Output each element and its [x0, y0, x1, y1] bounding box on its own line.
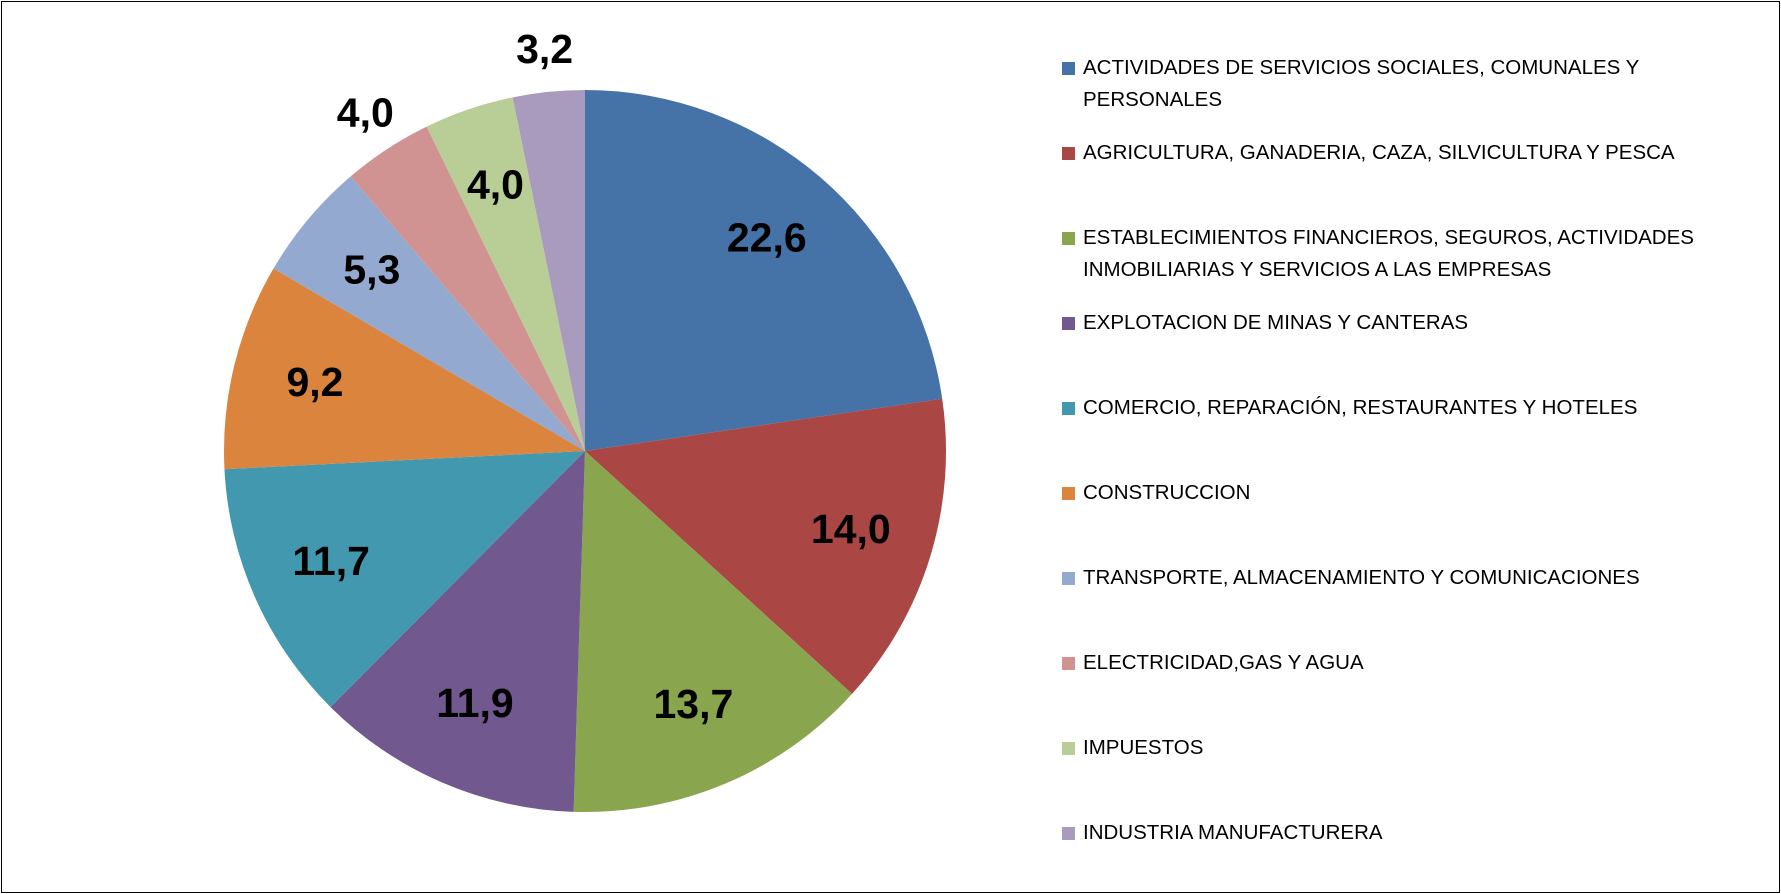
legend-label: COMERCIO, REPARACIÓN, RESTAURANTES Y HOT… [1083, 396, 1638, 419]
legend-label: EXPLOTACION DE MINAS Y CANTERAS [1083, 311, 1469, 334]
legend-label: CONSTRUCCION [1083, 481, 1251, 504]
legend-swatch [1062, 657, 1075, 670]
pie-slice [273, 176, 585, 452]
legend-swatch [1062, 827, 1075, 840]
legend-label: ELECTRICIDAD,GAS Y AGUA [1083, 651, 1364, 674]
data-label: 11,7 [292, 538, 370, 584]
pie-slice [330, 451, 585, 812]
legend-entry: EXPLOTACION DE MINAS Y CANTERAS [1062, 307, 1732, 339]
legend-entry: ESTABLECIMIENTOS FINANCIEROS, SEGUROS, A… [1062, 222, 1732, 286]
legend-label: AGRICULTURA, GANADERIA, CAZA, SILVICULTU… [1083, 141, 1675, 164]
legend-swatch [1062, 232, 1075, 245]
data-label: 11,9 [436, 680, 514, 726]
legend-label: ESTABLECIMIENTOS FINANCIEROS, SEGUROS, A… [1083, 226, 1694, 281]
pie-slice [224, 268, 585, 470]
pie-slice [585, 398, 946, 694]
legend-label: ACTIVIDADES DE SERVICIOS SOCIALES, COMUN… [1083, 56, 1639, 111]
pie-slice [224, 451, 585, 708]
legend-label: INDUSTRIA MANUFACTURERA [1083, 821, 1383, 844]
legend-entry: IMPUESTOS [1062, 732, 1732, 764]
legend-entry: INDUSTRIA MANUFACTURERA [1062, 817, 1732, 849]
legend-entry: TRANSPORTE, ALMACENAMIENTO Y COMUNICACIO… [1062, 562, 1732, 594]
pie-slice [585, 90, 943, 451]
pie-slice [512, 90, 585, 451]
data-label: 3,2 [516, 26, 573, 72]
data-label: 4,0 [467, 162, 524, 208]
legend-label: IMPUESTOS [1083, 736, 1204, 759]
data-label: 4,0 [337, 90, 394, 136]
legend-entry: ELECTRICIDAD,GAS Y AGUA [1062, 647, 1732, 679]
legend-swatch [1062, 62, 1075, 75]
pie-slice [426, 97, 585, 451]
legend-swatch [1062, 572, 1075, 585]
legend-entry: CONSTRUCCION [1062, 477, 1732, 509]
legend-swatch [1062, 147, 1075, 160]
legend-swatch [1062, 317, 1075, 330]
data-label: 9,2 [286, 359, 343, 405]
data-label: 14,0 [811, 506, 891, 552]
pie-slice [573, 451, 853, 812]
legend-swatch [1062, 742, 1075, 755]
legend-label: TRANSPORTE, ALMACENAMIENTO Y COMUNICACIO… [1083, 566, 1640, 589]
pie-slice [350, 126, 585, 452]
data-label: 22,6 [727, 215, 807, 261]
data-label: 13,7 [653, 681, 733, 727]
legend-entry: COMERCIO, REPARACIÓN, RESTAURANTES Y HOT… [1062, 392, 1732, 424]
legend-swatch [1062, 402, 1075, 415]
legend-entry: AGRICULTURA, GANADERIA, CAZA, SILVICULTU… [1062, 137, 1732, 169]
data-label: 5,3 [343, 246, 400, 292]
legend-swatch [1062, 487, 1075, 500]
legend-entry: ACTIVIDADES DE SERVICIOS SOCIALES, COMUN… [1062, 52, 1732, 116]
